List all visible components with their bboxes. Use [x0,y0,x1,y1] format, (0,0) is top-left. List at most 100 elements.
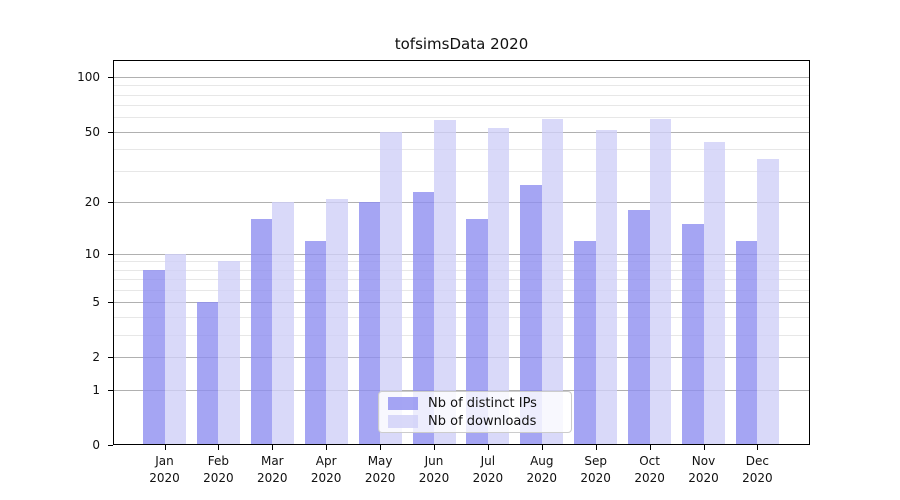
gridline-major [113,77,810,78]
x-tick-mark [649,445,651,450]
y-tick-label: 100 [77,70,100,84]
bar-distinct-ips-dec [735,240,758,445]
bar-downloads-oct [649,118,672,445]
y-tick-mark [108,202,113,204]
bar-downloads-nov [703,141,725,445]
x-tick-label: Apr 2020 [294,453,358,487]
x-tick-label: Mar 2020 [240,453,304,487]
y-tick-label: 20 [84,195,100,210]
x-tick-label: Jan 2020 [133,453,197,487]
y-tick-mark [108,389,113,391]
bar-downloads-may [380,131,402,445]
gridline-minor [113,279,810,281]
bar-downloads-mar [272,202,294,445]
gridline-minor [113,85,810,87]
x-tick-mark [595,445,597,450]
x-tick-label: Oct 2020 [618,453,682,487]
gridline-major [113,389,810,391]
bar-downloads-jan [164,253,186,445]
x-tick-year: 2020 [580,471,611,485]
x-tick-label: Jul 2020 [456,453,520,487]
bar-distinct-ips-jun [412,191,434,445]
y-tick-mark [108,253,113,255]
bar-distinct-ips-jan [143,269,165,445]
gridline-minor [113,289,810,291]
y-tick-label: 1 [92,382,100,397]
x-tick-mark [434,445,435,450]
x-tick-year: 2020 [364,471,396,485]
x-tick-month: Jun [424,454,444,468]
x-tick-year: 2020 [742,471,773,485]
x-tick-mark [487,445,489,450]
x-tick-label: Dec 2020 [725,453,789,487]
legend-entry-distinct-ips: Nb of distinct IPs [388,396,562,411]
x-tick-year: 2020 [310,471,342,485]
gridline-minor [113,148,810,150]
x-tick-year: 2020 [472,471,504,485]
x-tick-month: Mar [260,454,284,468]
gridline-minor [113,117,810,119]
y-tick-mark [108,357,113,359]
x-tick-label: Feb 2020 [186,453,250,487]
legend-swatch-downloads [388,414,418,428]
x-tick-month: Jan [155,454,174,468]
gridline-minor [113,316,810,318]
bar-downloads-aug [541,118,564,445]
bar-downloads-dec [757,159,779,445]
plot-area [113,60,810,445]
bar-downloads-apr [326,198,348,445]
x-tick-month: Jul [480,454,496,468]
x-tick-month: Sep [584,454,607,468]
y-tick-label: 50 [84,124,100,139]
gridline-major [113,131,810,133]
bar-distinct-ips-jul [466,219,488,445]
y-tick-label: 2 [92,350,100,365]
x-tick-month: Oct [639,454,660,468]
gridline-major [113,253,810,255]
bar-downloads-sep [595,129,618,445]
gridline-major [113,202,810,204]
y-tick-mark [108,77,113,78]
bar-distinct-ips-may [358,202,381,445]
x-tick-year: 2020 [526,471,558,485]
gridline-minor [113,334,810,336]
x-tick-year: 2020 [634,471,665,485]
x-tick-mark [164,445,166,450]
x-tick-label: Aug 2020 [510,453,574,487]
gridline-minor [113,171,810,173]
x-tick-mark [757,445,759,450]
chart-title: tofsimsData 2020 [394,35,529,53]
x-tick-label: May 2020 [348,453,412,487]
x-tick-month: Feb [207,454,230,468]
gridline-major [113,302,810,304]
x-tick-month: May [367,454,393,468]
x-tick-year: 2020 [203,471,234,485]
bar-distinct-ips-feb [196,302,219,445]
bar-downloads-feb [218,261,240,445]
y-tick-mark [108,131,113,133]
bar-distinct-ips-aug [520,185,542,445]
gridline-minor [113,269,810,271]
bar-downloads-jun [434,119,456,445]
gridline-major [113,357,810,359]
x-tick-label: Jun 2020 [402,453,466,487]
y-tick-mark [108,445,113,446]
bar-distinct-ips-oct [628,210,650,445]
y-tick-label: 10 [84,246,100,261]
bar-distinct-ips-sep [574,240,596,445]
bar-distinct-ips-apr [304,240,327,445]
y-tick-mark [108,302,113,304]
x-tick-year: 2020 [688,471,719,485]
legend-label-distinct-ips: Nb of distinct IPs [428,395,537,411]
x-tick-year: 2020 [418,471,450,485]
gridline-minor [113,105,810,107]
bar-distinct-ips-mar [250,219,273,445]
legend: Nb of distinct IPs Nb of downloads [378,391,572,433]
x-tick-mark [541,445,543,450]
x-tick-mark [272,445,274,450]
x-tick-mark [380,445,382,450]
x-tick-mark [326,445,328,450]
legend-entry-downloads: Nb of downloads [388,414,562,429]
gridline-minor [113,261,810,263]
